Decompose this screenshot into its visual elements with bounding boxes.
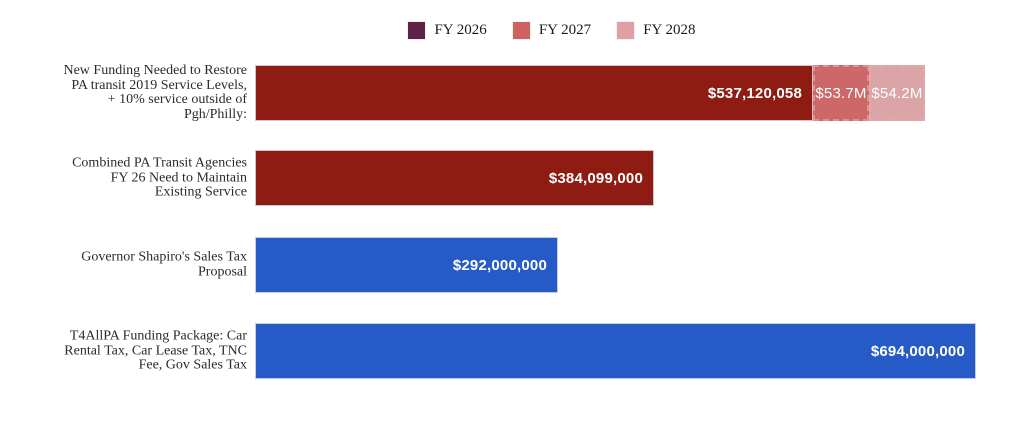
category-label-line: Rental Tax, Car Lease Tax, TNC [64,342,247,358]
category-label-line: + 10% service outside of [107,92,247,107]
legend-label: FY 2026 [434,22,487,38]
category-label: T4AllPA Funding Package: Car Rental Tax,… [0,329,247,373]
bar-segment-fy2027[interactable]: $53.7M [813,65,869,121]
bar-strip: $694,000,000 [255,323,976,379]
bar-segment-package[interactable]: $694,000,000 [255,323,976,379]
bar-strip: $384,099,000 [255,150,654,206]
category-label-line: Combined PA Transit Agencies [72,155,247,171]
value-label: $384,099,000 [548,169,643,187]
category-label-line: New Funding Needed to Restore [63,63,247,78]
bar-segment-proposal[interactable]: $292,000,000 [255,237,558,293]
bar-row-combined-need: Combined PA Transit Agencies FY 26 Need … [0,150,1024,206]
chart-legend: FY 2026 FY 2027 FY 2028 [40,22,1024,39]
value-label: $537,120,058 [707,84,802,102]
value-label: $292,000,000 [452,256,547,274]
category-label-line: Fee, Gov Sales Tax [138,357,247,373]
legend-swatch-fy2026-icon [408,22,426,39]
legend-swatch-fy2027-icon [512,22,530,39]
legend-label: FY 2027 [538,22,592,38]
legend-item-fy2027[interactable]: FY 2027 [512,22,592,39]
category-label: Combined PA Transit Agencies FY 26 Need … [0,156,247,200]
category-label-line: T4AllPA Funding Package: Car [69,328,247,344]
category-label: New Funding Needed to Restore PA transit… [0,63,247,122]
bar-segment-fy2028[interactable]: $54.2M [869,65,925,121]
bar-strip: $537,120,058 $53.7M $54.2M [255,65,925,121]
category-label-line: FY 26 Need to Maintain [110,169,247,185]
value-label: $53.7M [815,84,867,102]
category-label-line: PA transit 2019 Service Levels, [71,77,247,93]
legend-item-fy2026[interactable]: FY 2026 [408,22,487,39]
value-label: $694,000,000 [870,342,965,360]
category-label-line: Proposal [198,264,247,279]
category-label: Governor Shapiro's Sales Tax Proposal [0,249,247,280]
bar-row-t4allpa-package: T4AllPA Funding Package: Car Rental Tax,… [0,323,1024,379]
category-label-line: Governor Shapiro's Sales Tax [81,249,247,265]
category-label-line: Existing Service [154,184,247,200]
legend-item-fy2028[interactable]: FY 2028 [617,22,696,39]
bar-row-shapiro-proposal: Governor Shapiro's Sales Tax Proposal $2… [0,237,1024,293]
bar-segment-fy2026[interactable]: $537,120,058 [255,65,813,121]
bar-row-new-funding: New Funding Needed to Restore PA transit… [0,63,1024,122]
legend-swatch-fy2028-icon [617,22,635,39]
category-label-line: Pgh/Philly: [183,106,247,122]
legend-label: FY 2028 [643,22,696,38]
bar-strip: $292,000,000 [255,237,558,293]
bar-segment-fy2026[interactable]: $384,099,000 [255,150,654,206]
value-label: $54.2M [871,84,923,102]
